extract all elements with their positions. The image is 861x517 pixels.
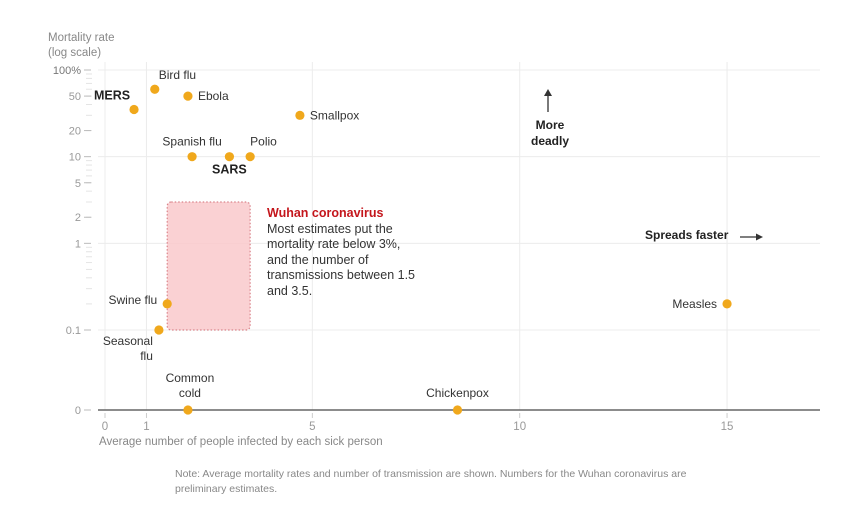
- data-point: [187, 152, 197, 162]
- spreads-faster-label: Spreads faster: [645, 228, 729, 242]
- up-arrow-head: [544, 89, 552, 96]
- y-tick-labels: 100% 50 20 10 5 2 1 0.1 0: [53, 65, 91, 417]
- y-tick-label: 20: [69, 126, 81, 138]
- data-point: [245, 152, 255, 162]
- x-tick-label: 0: [102, 421, 108, 433]
- wuhan-annotation-text: Most estimates put the mortality rate be…: [267, 221, 415, 298]
- point-label: Bird flu: [159, 68, 196, 82]
- y-tick-label: 1: [75, 238, 81, 250]
- data-point: [162, 299, 172, 309]
- x-tick-label: 1: [143, 421, 149, 433]
- x-tick-label: 10: [513, 421, 526, 433]
- more-deadly-line1: More: [535, 118, 565, 132]
- point-label: Chickenpox: [426, 386, 489, 400]
- data-point: [150, 84, 160, 94]
- data-point: [183, 91, 193, 101]
- y-tick-label: 5: [75, 178, 81, 190]
- more-deadly-label: More deadly: [515, 117, 585, 149]
- data-point: [452, 405, 463, 415]
- grid-lines: [98, 62, 820, 410]
- wuhan-region: [166, 201, 251, 331]
- point-label-line: Common: [166, 371, 215, 385]
- point-label: Swine flu: [109, 293, 158, 307]
- y-tick-label: 0.1: [66, 325, 81, 337]
- x-tick-labels: 0 1 5 10 15: [102, 413, 734, 433]
- data-point: [154, 325, 164, 335]
- data-points: [129, 84, 732, 415]
- more-deadly-line2: deadly: [530, 134, 569, 148]
- x-tick-label: 5: [309, 421, 315, 433]
- chart-note: Note: Average mortality rates and number…: [175, 468, 687, 495]
- point-label-line: flu: [140, 349, 153, 363]
- y-tick-label: 2: [75, 212, 81, 224]
- y-tick-label: 100%: [53, 65, 81, 77]
- point-label: SARS: [212, 163, 247, 177]
- y-axis-title-line2: (log scale): [48, 47, 102, 59]
- point-label: Ebola: [198, 89, 229, 103]
- wuhan-highlight-box: [166, 201, 251, 331]
- y-axis-title: Mortality rate (log scale): [48, 31, 114, 61]
- point-label-line: cold: [179, 386, 201, 400]
- direction-arrows: [544, 89, 763, 241]
- x-tick-label: 15: [721, 421, 734, 433]
- point-label: Smallpox: [310, 108, 359, 122]
- point-label: Polio: [250, 135, 277, 149]
- data-point: [722, 299, 732, 309]
- point-label: Common cold: [166, 371, 215, 400]
- data-point: [129, 104, 139, 115]
- data-point: [183, 405, 193, 415]
- wuhan-annotation-title: Wuhan coronavirus: [267, 206, 384, 220]
- right-arrow-head: [756, 233, 763, 241]
- point-label: Measles: [672, 297, 717, 311]
- y-tick-label: 50: [69, 91, 81, 103]
- data-point: [295, 110, 305, 120]
- wuhan-annotation: Wuhan coronavirus Most estimates put the…: [267, 206, 417, 299]
- y-tick-label: 10: [69, 152, 81, 164]
- point-label: MERS: [94, 89, 130, 103]
- data-point: [224, 152, 235, 162]
- y-minor-ticks: [86, 73, 92, 305]
- y-axis-title-line1: Mortality rate: [48, 32, 115, 44]
- y-tick-label: 0: [75, 405, 81, 417]
- point-label: Seasonal flu: [103, 334, 153, 363]
- x-axis-title: Average number of people infected by eac…: [99, 436, 383, 448]
- point-label: Spanish flu: [162, 135, 221, 149]
- point-label-line: Seasonal: [103, 334, 153, 348]
